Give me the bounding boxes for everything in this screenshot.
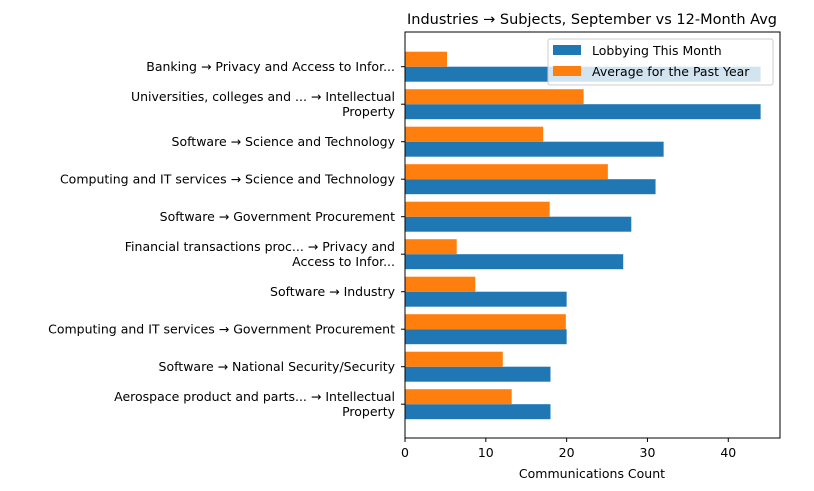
bar-past-year [405,201,550,217]
bar-this-month [405,254,624,270]
bar-past-year [405,351,503,367]
bar-past-year [405,89,584,105]
y-tick-label: Property [342,104,395,119]
x-tick-label: 30 [640,445,656,460]
bar-past-year [405,239,457,255]
bar-past-year [405,276,476,292]
legend-label-past-year: Average for the Past Year [592,64,750,79]
legend-label-this-month: Lobbying This Month [592,43,722,58]
y-tick-label: Software → Science and Technology [172,134,396,149]
y-tick-labels: Banking → Privacy and Access to Infor...… [48,59,405,419]
y-tick-label: Universities, colleges and ... → Intelle… [131,89,395,104]
y-tick-label: Software → Government Procurement [160,209,395,224]
legend-box [547,38,774,86]
bar-past-year [405,51,448,67]
bars [405,51,761,420]
y-tick-label: Computing and IT services → Science and … [60,172,396,187]
bar-this-month [405,216,632,232]
bar-past-year [405,314,566,330]
x-tick-label: 0 [401,445,409,460]
chart-title: Industries → Subjects, September vs 12-M… [407,12,777,28]
bar-this-month [405,329,567,345]
bar-past-year [405,389,512,405]
bar-this-month [405,366,551,382]
bar-this-month [405,141,664,157]
y-tick-label: Software → National Security/Security [159,359,396,374]
legend-swatch-this-month [553,45,581,55]
y-tick-label: Access to Infor... [292,254,395,269]
legend-swatch-past-year [553,66,581,76]
x-tick-label: 20 [559,445,575,460]
bar-this-month [405,179,656,195]
y-tick-label: Property [342,404,395,419]
y-tick-label: Computing and IT services → Government P… [48,322,395,337]
x-tick-labels: 0 10 20 30 40 [401,438,736,460]
y-tick-label: Aerospace product and parts... → Intelle… [114,389,395,404]
x-tick-label: 40 [720,445,736,460]
x-axis-label: Communications Count [519,466,665,481]
x-tick-label: 10 [478,445,494,460]
y-tick-label: Financial transactions proc... → Privacy… [125,239,395,254]
y-tick-label: Software → Industry [270,284,396,299]
y-tick-label: Banking → Privacy and Access to Infor... [146,59,395,74]
bar-this-month [405,404,551,420]
axes-frame [404,31,781,439]
legend: Lobbying This Month Average for the Past… [547,38,774,86]
bar-past-year [405,164,608,180]
bar-past-year [405,126,544,142]
bar-this-month [405,104,761,120]
bar-this-month [405,291,567,307]
